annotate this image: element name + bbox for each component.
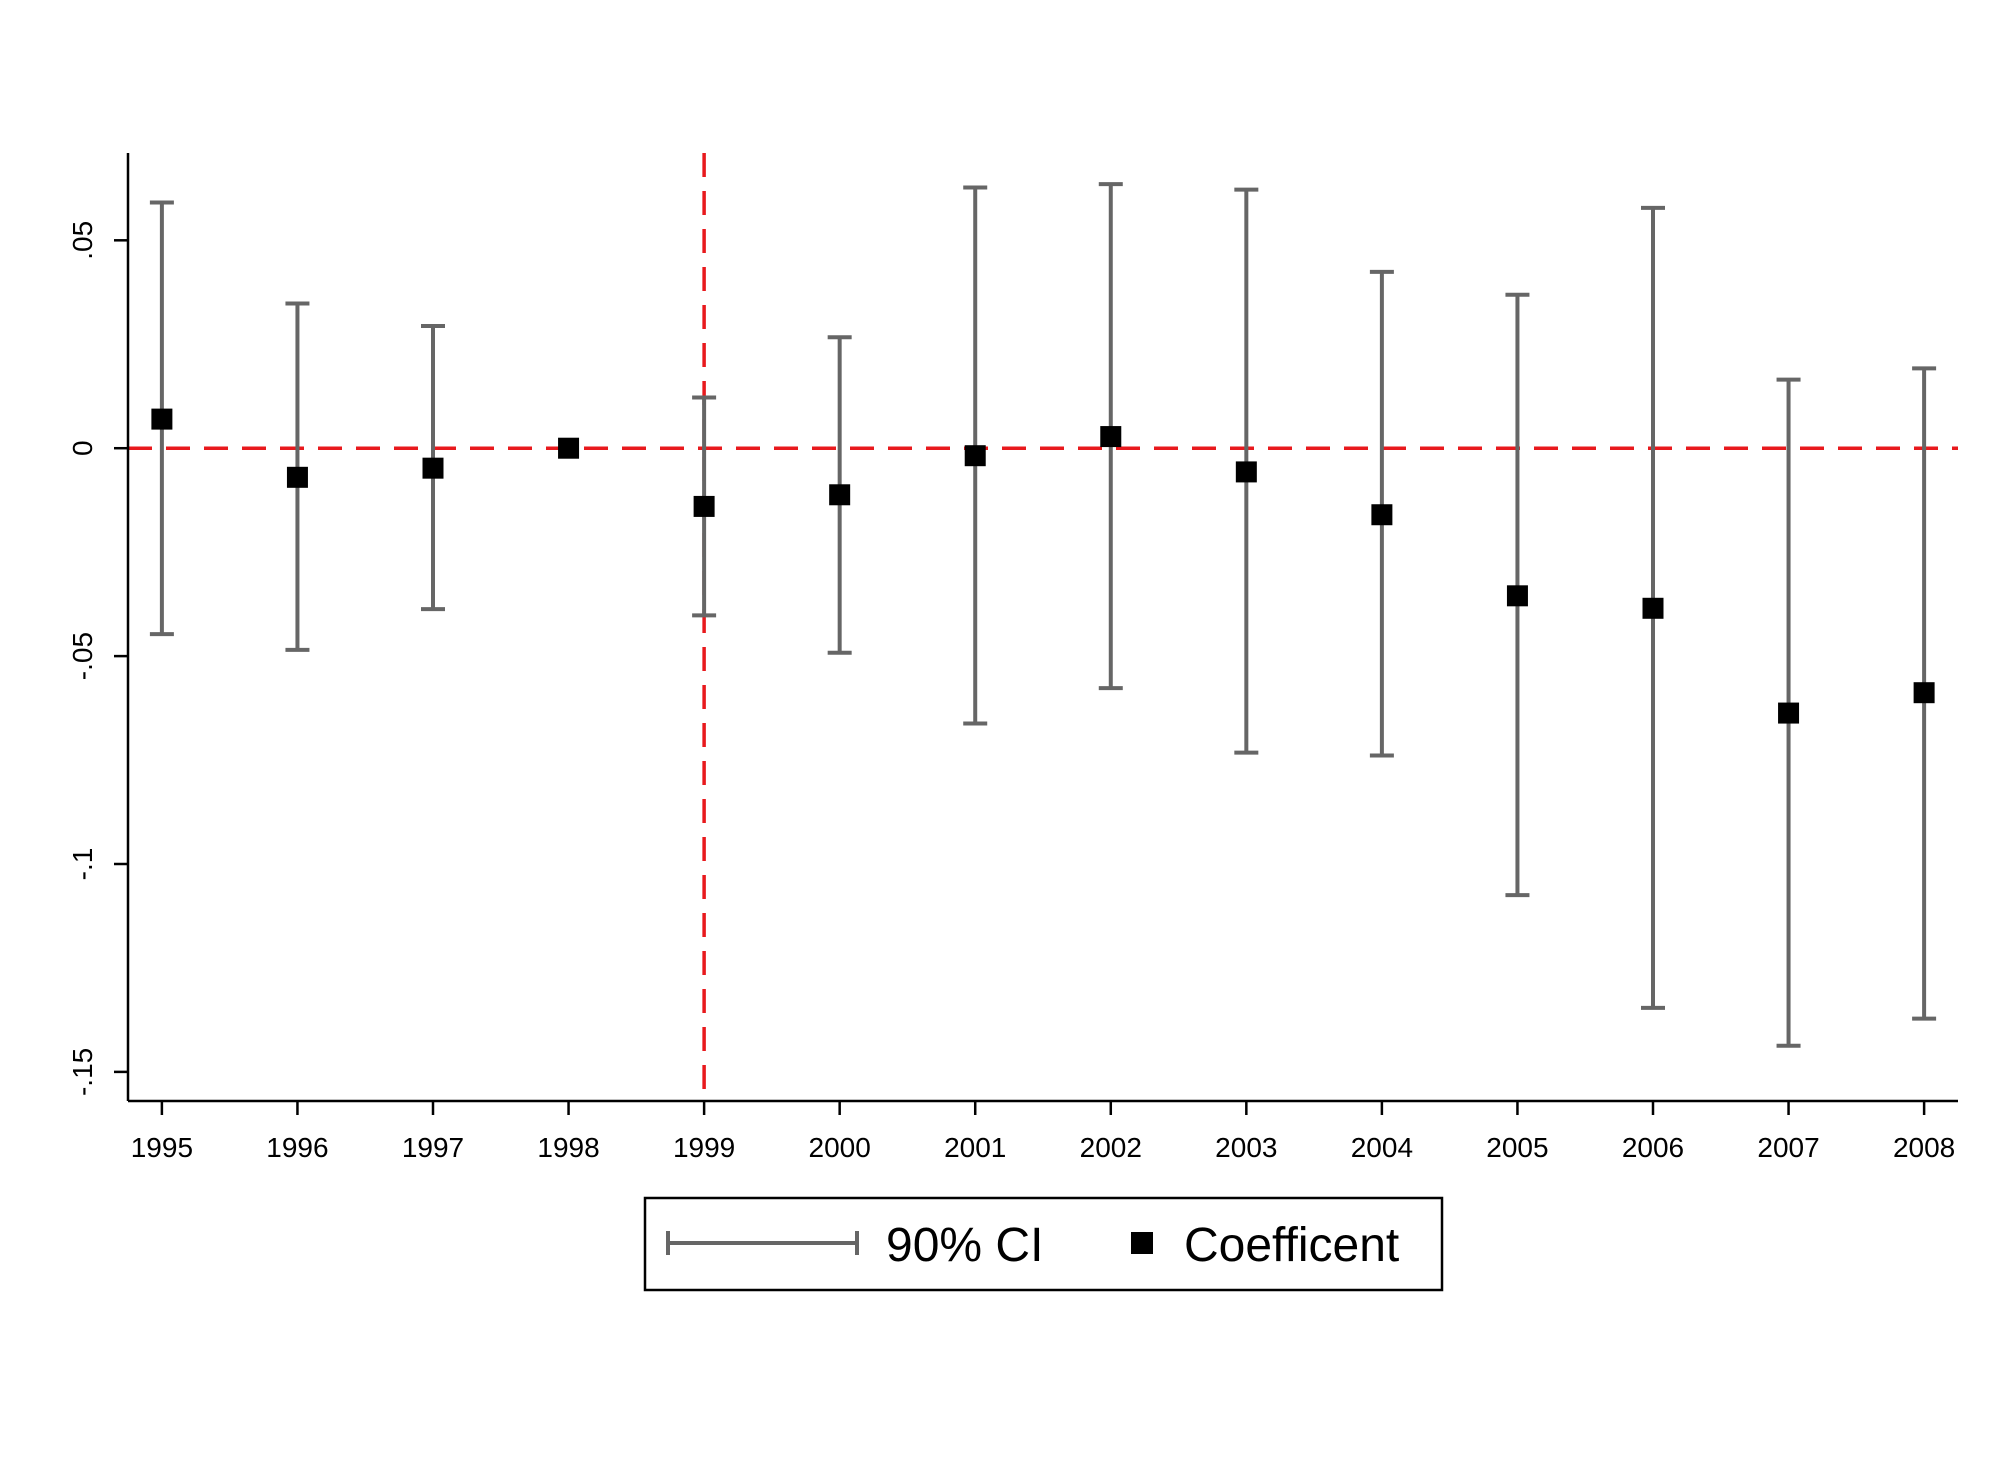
y-tick-label-0: 0	[67, 440, 98, 456]
legend: 90% CI Coefficent	[643, 1196, 1444, 1292]
x-tick-label-1997: 1997	[402, 1132, 464, 1163]
y-tick-label--.05: -.05	[67, 632, 98, 680]
coefficient-point-2007	[1778, 702, 1800, 724]
x-tick-label-2003: 2003	[1215, 1132, 1277, 1163]
y-tick-label--.15: -.15	[67, 1048, 98, 1096]
x-tick-label-2006: 2006	[1622, 1132, 1684, 1163]
legend-square-marker	[1131, 1232, 1153, 1254]
x-tick-label-2000: 2000	[809, 1132, 871, 1163]
coefficient-point-2003	[1235, 461, 1257, 483]
x-tick-label-2007: 2007	[1757, 1132, 1819, 1163]
x-tick-label-1996: 1996	[266, 1132, 328, 1163]
x-tick-label-2004: 2004	[1351, 1132, 1413, 1163]
coefficient-series	[151, 408, 1935, 724]
coefficient-point-1999	[693, 495, 715, 517]
axes	[126, 153, 1958, 1103]
coefficient-point-2005	[1506, 585, 1528, 607]
legend-label-ci: 90% CI	[886, 1219, 1043, 1272]
y-axis-ticks: .05 0 -.05 -.1 -.15	[67, 221, 128, 1096]
coefficient-point-2008	[1913, 682, 1935, 704]
x-tick-label-2008: 2008	[1893, 1132, 1955, 1163]
coefficient-point-1995	[151, 408, 173, 430]
legend-label-coefficient: Coefficent	[1184, 1219, 1399, 1272]
coefficient-point-2001	[964, 445, 986, 467]
legend-box	[643, 1196, 1444, 1292]
coefficient-point-1997	[422, 457, 444, 479]
x-tick-label-1999: 1999	[673, 1132, 735, 1163]
y-tick-label--.1: -.1	[67, 848, 98, 881]
y-tick-label-.05: .05	[67, 221, 98, 260]
coefficient-point-2006	[1642, 597, 1664, 619]
coefficient-point-2000	[829, 484, 851, 506]
x-tick-label-1998: 1998	[537, 1132, 599, 1163]
reference-lines	[128, 153, 1958, 1101]
coefficient-point-2002	[1100, 426, 1122, 448]
ci-series	[149, 182, 1937, 1048]
coefficient-point-1998	[558, 437, 580, 459]
x-axis-ticks: 1995 1996 1997 1998 1999 2000 2001 2002 2003 2004…	[131, 1101, 1955, 1163]
x-tick-label-1995: 1995	[131, 1132, 193, 1163]
coefficient-point-1996	[286, 466, 308, 488]
x-tick-label-2001: 2001	[944, 1132, 1006, 1163]
x-tick-label-2005: 2005	[1486, 1132, 1548, 1163]
x-tick-label-2002: 2002	[1080, 1132, 1142, 1163]
coefficient-point-2004	[1371, 504, 1393, 526]
